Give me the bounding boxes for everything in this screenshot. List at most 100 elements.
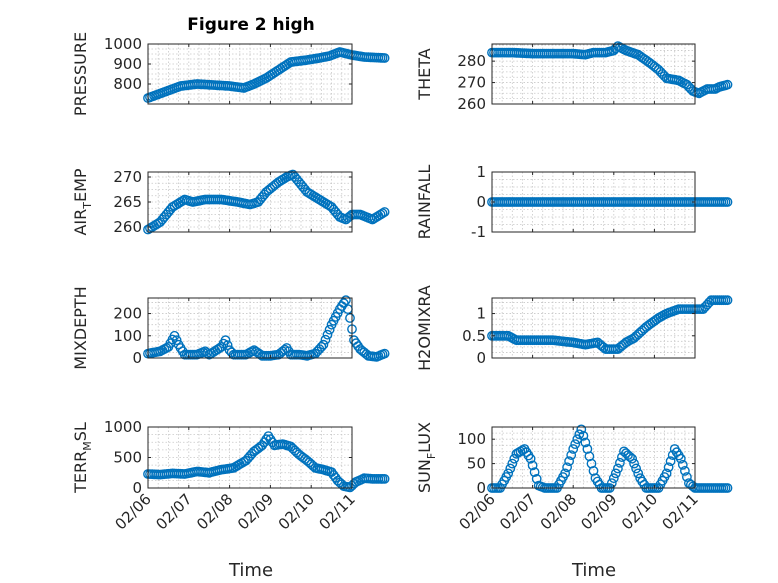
- data-point: [507, 458, 518, 469]
- data-point: [722, 197, 733, 207]
- x-tick-label: 02/10: [618, 490, 661, 533]
- y-tick-label: 1000: [104, 418, 142, 436]
- data-point: [562, 462, 572, 473]
- subplot-h2omixra: 0 0.5 1 H2OMIXRA: [415, 285, 733, 371]
- data-point: [316, 341, 327, 352]
- y-tick-label: 0: [132, 349, 142, 367]
- axes-box: [147, 297, 353, 359]
- subplot-rainfall: -1 0 1 RAINFALL: [415, 163, 733, 241]
- subplot-pressure: 800 900 1000 PRESSURE: [71, 32, 390, 116]
- axes-box: [147, 43, 353, 105]
- data-point: [379, 348, 390, 359]
- data-point: [663, 462, 674, 473]
- data-point: [677, 459, 688, 470]
- y-tick-label: 0.5: [462, 327, 486, 345]
- y-tick-label: 265: [113, 193, 142, 211]
- data-point: [377, 208, 388, 219]
- data-point: [322, 329, 333, 340]
- y-tick-label: 50: [467, 455, 486, 473]
- data-point: [379, 53, 390, 63]
- data-point: [171, 335, 182, 346]
- y-tick-label: 900: [113, 55, 142, 73]
- data-point: [580, 437, 591, 448]
- y-tick-label: 200: [113, 305, 142, 323]
- x-tick-label: 02/11: [659, 490, 702, 533]
- data-point: [222, 340, 233, 351]
- data-point: [608, 473, 619, 484]
- data-point: [680, 465, 690, 476]
- y-tick-label: 0: [476, 479, 486, 497]
- y-tick-label: 100: [113, 327, 142, 345]
- subplot-theta: 260 270 280 THETA: [415, 41, 733, 113]
- x-tick-label: 02/08: [537, 490, 580, 533]
- data-point: [529, 467, 540, 477]
- y-tick-label: 270: [113, 168, 142, 186]
- data-point: [722, 295, 733, 306]
- y-tick-label: 1: [476, 305, 486, 323]
- data-point: [629, 458, 639, 469]
- data-point: [318, 339, 329, 350]
- x-tick-label: 02/07: [496, 490, 539, 533]
- x-tick-label: 02/09: [234, 490, 277, 533]
- y-tick-label: 280: [457, 52, 486, 70]
- data-point: [665, 456, 676, 467]
- x-tick-label: 02/07: [152, 490, 195, 533]
- subplot-air-temp: 260 265 270 AIRTEMP: [71, 168, 390, 236]
- y-tick-label: 100: [457, 430, 486, 448]
- y-tick-label: 270: [457, 74, 486, 92]
- data-point: [627, 453, 637, 464]
- data-point: [320, 334, 331, 345]
- y-tick-label: 0: [476, 349, 486, 367]
- data-series: [143, 431, 390, 493]
- data-point: [633, 468, 644, 479]
- y-axis-label: SUNFLUX: [415, 422, 438, 493]
- y-axis-label: H2OMIXRA: [415, 285, 434, 371]
- data-point: [570, 439, 581, 449]
- data-point: [503, 468, 514, 479]
- data-point: [564, 456, 574, 467]
- y-tick-label: 0: [476, 193, 486, 211]
- data-point: [531, 473, 542, 484]
- data-point: [379, 473, 390, 484]
- y-tick-label: 1: [476, 163, 486, 181]
- data-series: [143, 295, 390, 362]
- data-point: [578, 430, 589, 441]
- data-point: [613, 463, 623, 474]
- y-axis-label: AIRTEMP: [71, 168, 94, 235]
- data-point: [661, 468, 672, 479]
- x-axis-label-right: Time: [571, 560, 616, 581]
- data-point: [610, 468, 621, 479]
- x-tick-label: 02/11: [316, 490, 359, 533]
- y-tick-label: 800: [113, 75, 142, 93]
- axes-box: [491, 43, 696, 105]
- subplot-terr-msl: 0500100002/0602/0702/0802/0902/1002/11TE…: [71, 418, 390, 533]
- x-tick-label: 02/09: [577, 490, 620, 533]
- y-tick-label: -1: [471, 223, 486, 241]
- data-point: [568, 444, 579, 454]
- data-point: [722, 79, 733, 90]
- x-tick-label: 02/08: [193, 490, 236, 533]
- data-point: [525, 453, 536, 464]
- y-axis-label: THETA: [415, 48, 434, 100]
- plot-area: [492, 298, 695, 358]
- data-point: [324, 324, 335, 335]
- y-tick-label: 500: [113, 449, 142, 467]
- data-point: [606, 478, 617, 488]
- data-point: [675, 453, 686, 464]
- y-tick-label: 0: [132, 479, 142, 497]
- subplot-sun-flux: 05010002/0602/0702/0802/0902/1002/11SUNF…: [415, 422, 733, 533]
- data-point: [722, 483, 733, 493]
- data-point: [527, 460, 538, 471]
- data-point: [566, 450, 577, 460]
- figure-title: Figure 2 high: [187, 15, 315, 35]
- data-point: [631, 463, 641, 474]
- y-axis-label: RAINFALL: [415, 165, 434, 240]
- y-tick-label: 1000: [104, 35, 142, 53]
- data-series: [143, 169, 390, 235]
- y-tick-label: 260: [113, 218, 142, 236]
- axes-box: [491, 297, 696, 359]
- data-point: [576, 424, 587, 435]
- data-point: [560, 468, 570, 479]
- data-series: [487, 41, 733, 99]
